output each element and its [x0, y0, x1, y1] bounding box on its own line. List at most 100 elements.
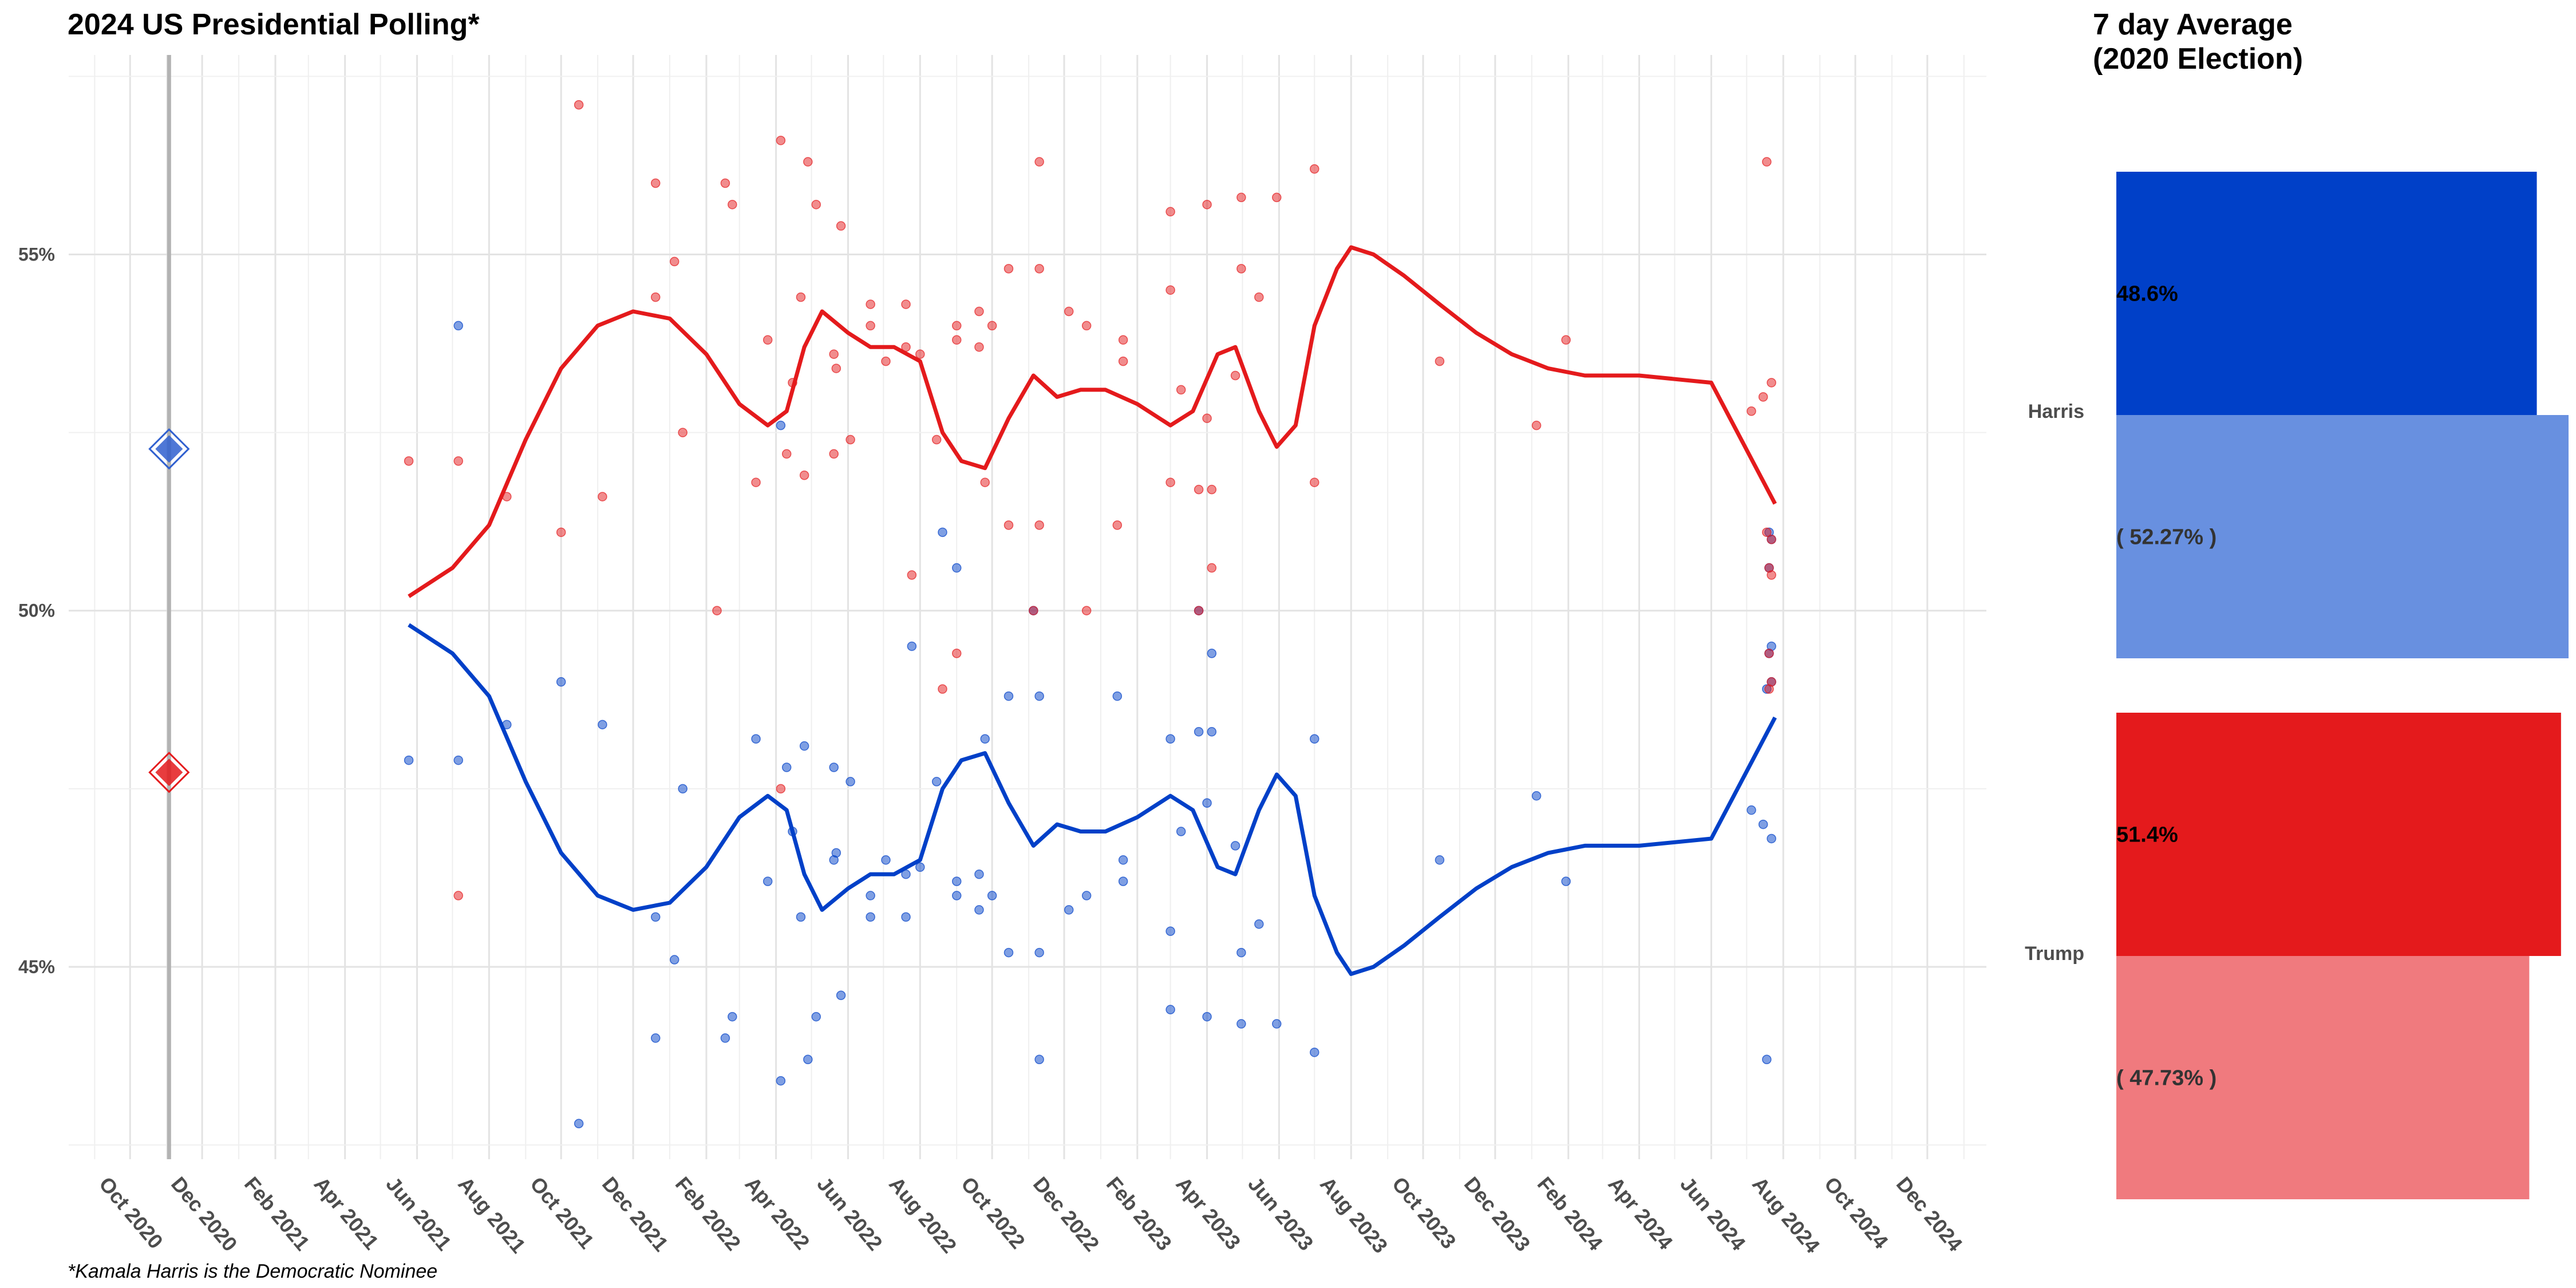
poll-point-trump: [1207, 563, 1217, 573]
poll-point-harris: [1435, 855, 1445, 865]
poll-point-trump: [1236, 264, 1246, 274]
poll-point-harris: [678, 784, 688, 794]
chart-caption: *Kamala Harris is the Democratic Nominee: [68, 1261, 437, 1282]
trend-line-harris: [408, 623, 1777, 976]
poll-point-trump: [951, 649, 962, 658]
poll-point-harris: [1236, 1019, 1246, 1029]
poll-point-harris: [1202, 1012, 1212, 1022]
poll-point-trump: [1764, 649, 1774, 658]
poll-point-trump: [453, 891, 463, 900]
poll-point-harris: [1176, 827, 1186, 836]
poll-point-harris: [1034, 691, 1044, 701]
poll-point-trump: [907, 570, 917, 580]
poll-point-trump: [1762, 527, 1772, 538]
poll-point-harris: [974, 869, 984, 879]
poll-point-trump: [598, 492, 607, 501]
bar-value-label: ( 52.27% ): [2116, 526, 2217, 550]
poll-point-harris: [796, 912, 806, 922]
x-tick-label: Dec 2021: [598, 1172, 673, 1256]
poll-point-trump: [1758, 392, 1768, 402]
poll-point-harris: [915, 862, 925, 872]
poll-point-harris: [1165, 926, 1175, 937]
y-tick-label: 55%: [18, 244, 55, 264]
poll-point-trump: [1272, 192, 1282, 203]
poll-point-trump: [1767, 535, 1776, 544]
poll-point-harris: [1118, 855, 1128, 865]
poll-point-trump: [974, 306, 984, 317]
poll-point-harris: [650, 912, 661, 922]
x-tick-label: Feb 2023: [1102, 1172, 1176, 1255]
poll-point-harris: [987, 891, 997, 900]
poll-point-trump: [776, 784, 786, 794]
x-tick-label: Feb 2022: [671, 1172, 745, 1255]
poll-point-harris: [781, 762, 792, 772]
poll-point-trump: [728, 200, 737, 210]
bar-trump-2020: [2116, 956, 2530, 1199]
poll-point-trump: [951, 321, 962, 331]
poll-point-harris: [1118, 876, 1128, 886]
poll-point-harris: [1747, 805, 1756, 815]
poll-point-harris: [938, 527, 947, 538]
poll-point-harris: [951, 563, 962, 573]
poll-point-trump: [781, 449, 792, 459]
poll-point-harris: [1003, 691, 1014, 701]
election-reference: [148, 55, 190, 1159]
poll-point-harris: [404, 755, 414, 765]
poll-point-harris: [1034, 947, 1044, 958]
bar-chart-title-line-1: 7 day Average: [2093, 8, 2293, 41]
poll-point-harris: [1762, 1054, 1772, 1065]
poll-point-trump: [866, 321, 875, 331]
poll-point-harris: [1034, 1054, 1044, 1065]
poll-point-harris: [556, 677, 566, 687]
poll-point-harris: [776, 1076, 786, 1086]
poll-point-harris: [974, 905, 984, 915]
poll-point-trump: [951, 335, 962, 345]
poll-point-trump: [811, 200, 821, 210]
trend-lines: [408, 245, 1777, 976]
poll-point-harris: [866, 891, 875, 900]
poll-point-harris: [1236, 947, 1246, 958]
poll-point-trump: [776, 136, 786, 145]
poll-point-harris: [1064, 905, 1074, 915]
trend-line-trump: [408, 245, 1777, 598]
x-tick-label: Feb 2024: [1533, 1172, 1607, 1255]
poll-point-harris: [1112, 691, 1123, 701]
poll-point-trump: [799, 471, 809, 480]
poll-point-trump: [669, 256, 679, 267]
bar-category-label: Trump: [2025, 943, 2084, 965]
poll-point-harris: [1767, 833, 1776, 844]
bar-category-label: Harris: [2028, 401, 2084, 422]
poll-point-harris: [1165, 734, 1175, 744]
x-tick-label: Oct 2023: [1388, 1172, 1461, 1253]
poll-point-trump: [1176, 385, 1186, 395]
poll-point-harris: [866, 912, 875, 922]
poll-point-harris: [1310, 734, 1319, 744]
x-tick-label: Dec 2020: [167, 1172, 242, 1256]
poll-point-trump: [866, 299, 875, 309]
y-tick-label: 45%: [18, 957, 55, 977]
poll-point-trump: [1435, 356, 1445, 366]
x-tick-label: Oct 2020: [94, 1172, 168, 1253]
x-tick-label: Apr 2023: [1171, 1172, 1245, 1254]
x-tick-label: Jun 2023: [1243, 1172, 1318, 1255]
poll-point-harris: [881, 855, 891, 865]
poll-point-trump: [915, 349, 925, 359]
poll-point-harris: [980, 734, 990, 744]
x-tick-label: Apr 2021: [310, 1172, 384, 1254]
poll-point-harris: [829, 762, 839, 772]
poll-point-trump: [678, 428, 688, 437]
x-tick-label: Aug 2024: [1748, 1172, 1824, 1258]
x-tick-label: Dec 2022: [1029, 1172, 1104, 1256]
poll-point-harris: [453, 321, 463, 331]
x-tick-label: Oct 2021: [526, 1172, 599, 1253]
poll-point-trump: [901, 299, 911, 309]
poll-point-trump: [1034, 264, 1044, 274]
x-tick-label: Jun 2022: [812, 1172, 887, 1255]
poll-point-harris: [799, 741, 809, 751]
bar-value-label: 48.6%: [2116, 282, 2178, 306]
poll-point-trump: [1003, 264, 1014, 274]
average-bar-chart: 7 day Average (2020 Election) 48.6% ( 52.…: [2025, 8, 2569, 1199]
bars: 48.6% ( 52.27% ) Harris 51.4% ( 47.73% ) Trum…: [2025, 172, 2569, 1199]
poll-point-trump: [720, 178, 730, 188]
